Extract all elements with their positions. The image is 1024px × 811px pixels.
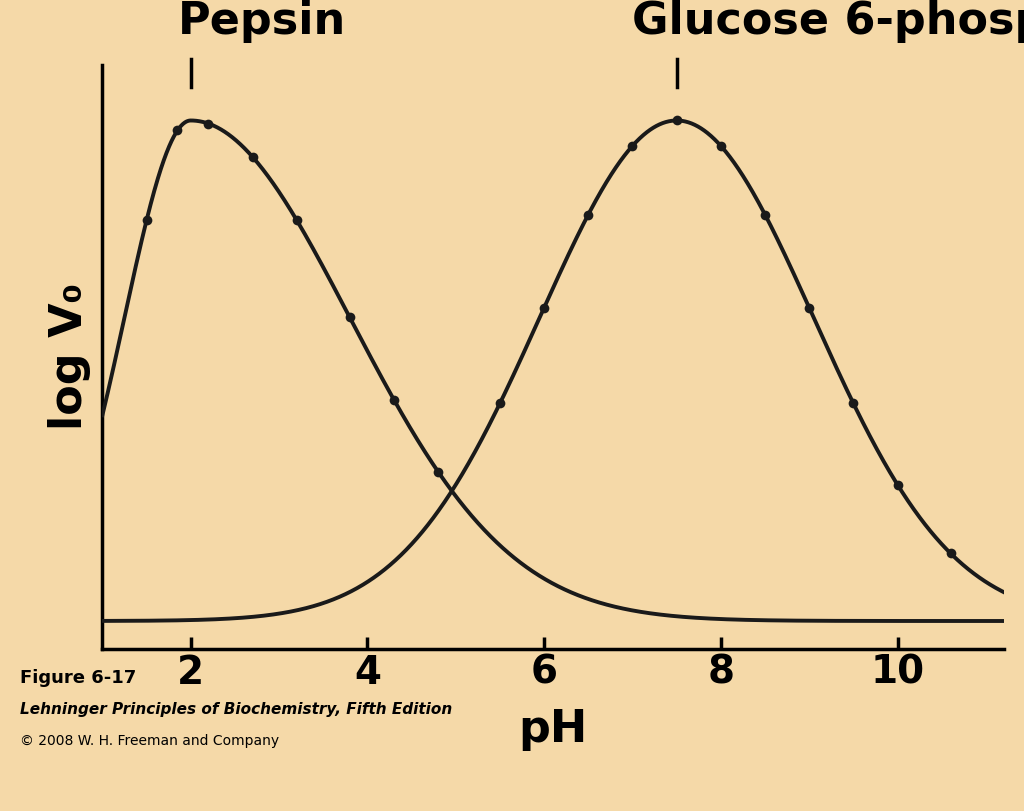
Text: Pepsin: Pepsin <box>177 0 346 43</box>
X-axis label: pH: pH <box>518 708 588 751</box>
Y-axis label: log V₀: log V₀ <box>48 283 91 431</box>
Text: © 2008 W. H. Freeman and Company: © 2008 W. H. Freeman and Company <box>20 734 280 748</box>
Text: Figure 6-17: Figure 6-17 <box>20 669 137 687</box>
Text: Glucose 6-phosphatase: Glucose 6-phosphatase <box>633 0 1024 43</box>
Text: Lehninger Principles of Biochemistry, Fifth Edition: Lehninger Principles of Biochemistry, Fi… <box>20 702 453 716</box>
